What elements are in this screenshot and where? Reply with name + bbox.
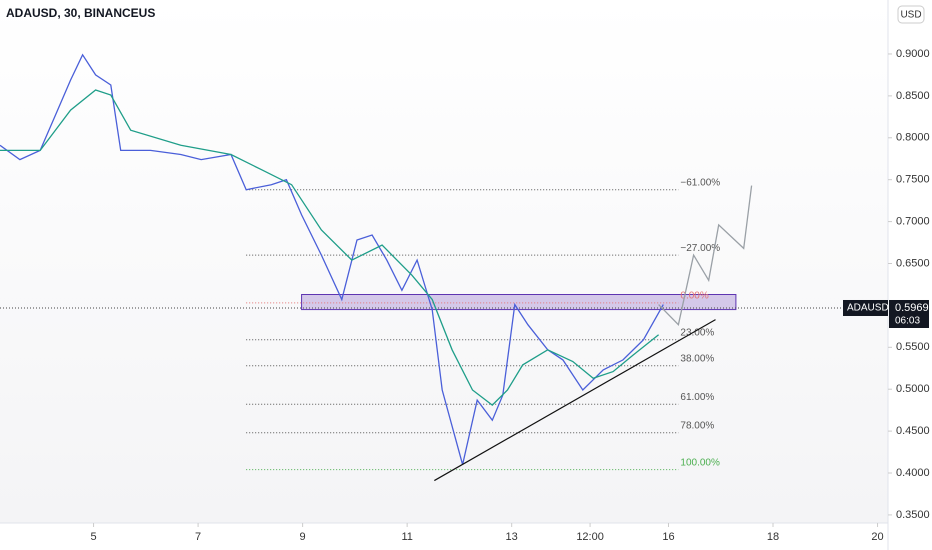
currency-label[interactable]: USD: [900, 10, 921, 21]
symbol-tag: [843, 299, 888, 316]
y-tick-label: 0.9000: [896, 48, 930, 60]
y-tick-label: 0.8500: [896, 90, 930, 102]
y-tick-label: 0.4500: [896, 425, 930, 437]
price-tag-time: 06:03: [895, 316, 920, 327]
y-tick-label: 0.5000: [896, 383, 930, 395]
y-tick-label: 0.6500: [896, 257, 930, 269]
x-tick-label: 16: [662, 531, 674, 543]
currency-button[interactable]: [897, 5, 925, 24]
price-tag-label: 0.5969: [895, 302, 929, 314]
x-tick-label: 7: [195, 531, 201, 543]
fib-label: 61.00%: [680, 392, 714, 403]
price-tag: [889, 299, 929, 328]
plot-background: [0, 0, 888, 523]
fib-label: −27.00%: [680, 243, 720, 254]
y-tick-label: 0.5500: [896, 341, 930, 353]
chart-title: ADAUSD, 30, BINANCEUS: [6, 6, 155, 20]
y-tick-label: 0.8000: [896, 132, 930, 144]
fib-label: 100.00%: [680, 457, 720, 468]
price-line: [0, 89, 660, 406]
y-tick-label: 0.7000: [896, 215, 930, 227]
price-line: [0, 53, 664, 465]
fib-label: 0.00%: [680, 291, 708, 302]
trendline: [434, 319, 716, 482]
x-tick-label: 9: [300, 531, 306, 543]
y-tick-label: 0.7500: [896, 174, 930, 186]
x-tick-label: 20: [871, 531, 883, 543]
x-tick-label: 18: [767, 531, 779, 543]
supply-zone: [301, 294, 737, 311]
fib-label: 38.00%: [680, 353, 714, 364]
fib-label: −61.00%: [680, 177, 720, 188]
symbol-tag-label: ADAUSD: [847, 303, 889, 314]
x-tick-label: 11: [401, 531, 412, 543]
y-tick-label: 0.3500: [896, 509, 930, 521]
x-tick-label: 13: [506, 531, 518, 543]
fib-label: 23.00%: [680, 327, 714, 338]
fib-label: 78.00%: [680, 420, 714, 431]
price-line: [658, 185, 753, 327]
x-tick-label: 5: [90, 531, 96, 543]
x-tick-label: 12:00: [576, 531, 604, 543]
y-tick-label: 0.4000: [896, 467, 930, 479]
